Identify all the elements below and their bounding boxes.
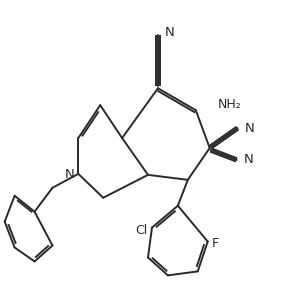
Text: N: N bbox=[245, 122, 254, 135]
Text: N: N bbox=[244, 153, 253, 166]
Text: NH₂: NH₂ bbox=[218, 98, 241, 111]
Text: N: N bbox=[65, 168, 74, 181]
Text: F: F bbox=[212, 237, 219, 250]
Text: N: N bbox=[165, 26, 175, 39]
Text: Cl: Cl bbox=[136, 224, 148, 237]
